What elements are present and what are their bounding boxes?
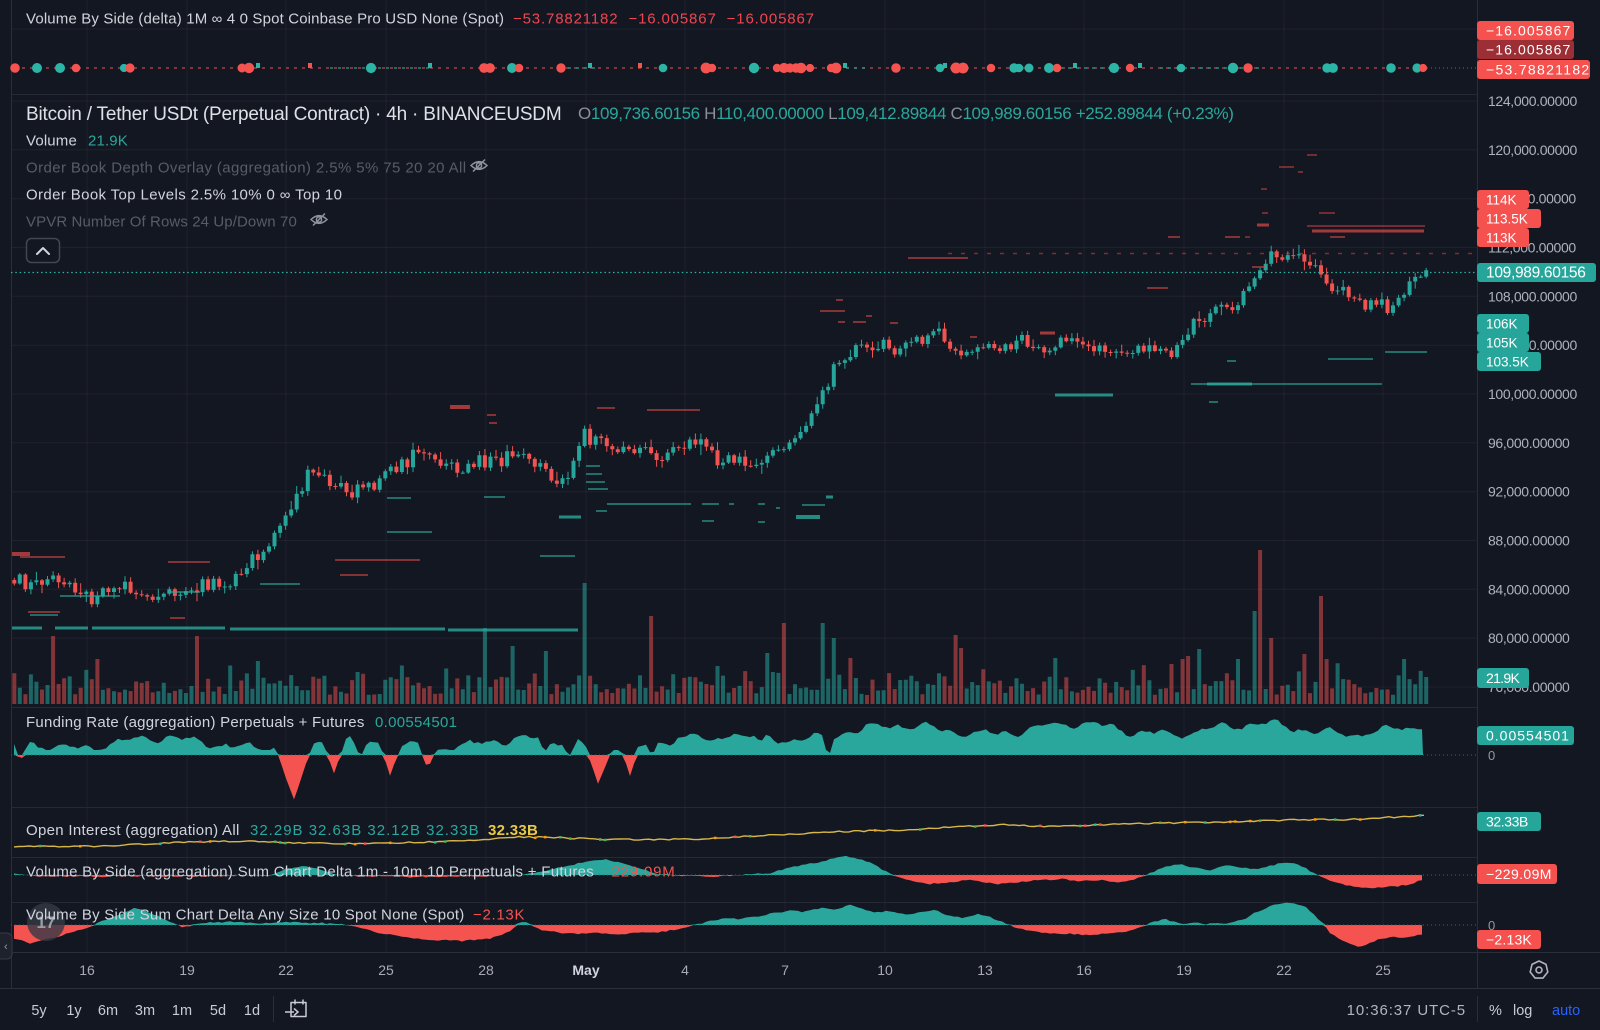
svg-text:106K: 106K — [1486, 317, 1518, 332]
svg-text:84,000.00000: 84,000.00000 — [1488, 581, 1570, 597]
svg-text:1y: 1y — [66, 1003, 82, 1019]
svg-text:Volume By Side Sum Chart Delta: Volume By Side Sum Chart Delta Any Size … — [26, 907, 465, 924]
svg-text:28: 28 — [478, 962, 494, 978]
svg-text:O109,736.60156 H110,400.00000: O109,736.60156 H110,400.00000 L109,412.8… — [578, 104, 1234, 123]
svg-text:−53.78821182: −53.78821182 — [1486, 62, 1591, 78]
svg-text:32.29B 32.63B 32.12B 32.33B: 32.29B 32.63B 32.12B 32.33B — [250, 822, 480, 839]
svg-text:25: 25 — [1375, 962, 1391, 978]
svg-text:5d: 5d — [210, 1003, 226, 1019]
svg-text:113.5K: 113.5K — [1486, 212, 1528, 227]
svg-text:−2.13K: −2.13K — [1486, 932, 1532, 948]
svg-text:3m: 3m — [135, 1003, 155, 1019]
svg-text:−229.09M: −229.09M — [1486, 866, 1552, 882]
svg-text:80,000.00000: 80,000.00000 — [1488, 630, 1570, 646]
svg-text:0: 0 — [1488, 918, 1495, 933]
svg-text:10:36:37 UTC-5: 10:36:37 UTC-5 — [1347, 1002, 1466, 1019]
svg-text:113K: 113K — [1486, 231, 1517, 246]
svg-text:1d: 1d — [244, 1003, 260, 1019]
svg-text:105K: 105K — [1486, 336, 1518, 351]
svg-text:6m: 6m — [98, 1003, 118, 1019]
svg-text:32.33B: 32.33B — [488, 822, 538, 839]
svg-text:log: log — [1513, 1003, 1532, 1019]
svg-text:19: 19 — [179, 962, 195, 978]
svg-text:Bitcoin / Tether USDt (Perpetu: Bitcoin / Tether USDt (Perpetual Contrac… — [26, 104, 561, 125]
svg-text:Order Book Top Levels 2.5% 10%: Order Book Top Levels 2.5% 10% 0 ∞ Top 1… — [26, 187, 342, 204]
svg-text:Order Book Depth Overlay (aggr: Order Book Depth Overlay (aggregation) 2… — [26, 160, 467, 177]
svg-text:88,000.00000: 88,000.00000 — [1488, 533, 1570, 549]
svg-text:0.00554501: 0.00554501 — [375, 714, 457, 731]
svg-text:16: 16 — [1076, 962, 1092, 978]
svg-text:−229.09M: −229.09M — [602, 864, 676, 881]
svg-text:17: 17 — [37, 913, 56, 932]
svg-text:Volume By Side (delta) 1M ∞ 4: Volume By Side (delta) 1M ∞ 4 0 Spot Coi… — [26, 11, 504, 28]
svg-text:103.5K: 103.5K — [1486, 355, 1529, 370]
svg-text:10: 10 — [877, 962, 893, 978]
svg-text:100,000.00000: 100,000.00000 — [1488, 386, 1577, 402]
svg-text:22: 22 — [278, 962, 294, 978]
svg-text:7: 7 — [781, 962, 789, 978]
svg-text:124,000.00000: 124,000.00000 — [1488, 93, 1577, 109]
svg-text:120,000.00000: 120,000.00000 — [1488, 142, 1577, 158]
svg-text:−16.005867: −16.005867 — [1486, 42, 1571, 58]
svg-text:−2.13K: −2.13K — [473, 907, 525, 924]
svg-text:5y: 5y — [31, 1003, 47, 1019]
svg-text:0.00554501: 0.00554501 — [1486, 728, 1570, 744]
svg-text:109,989.60156: 109,989.60156 — [1486, 265, 1586, 282]
svg-text:108,000.00000: 108,000.00000 — [1488, 288, 1577, 304]
svg-text:Open Interest (aggregation) Al: Open Interest (aggregation) All — [26, 822, 240, 839]
svg-text:VPVR Number Of Rows 24 Up/Down: VPVR Number Of Rows 24 Up/Down 70 — [26, 214, 297, 231]
svg-text:−16.005867: −16.005867 — [1486, 23, 1571, 39]
svg-text:96,000.00000: 96,000.00000 — [1488, 435, 1570, 451]
svg-text:4: 4 — [681, 962, 689, 978]
svg-text:Volume: Volume — [26, 133, 77, 150]
svg-text:−53.78821182 −16.005867 −16.: −53.78821182 −16.005867 −16.005867 — [513, 11, 815, 28]
svg-text:0: 0 — [1488, 748, 1495, 763]
svg-text:92,000.00000: 92,000.00000 — [1488, 484, 1570, 500]
svg-text:May: May — [572, 962, 599, 978]
svg-text:1m: 1m — [172, 1003, 192, 1019]
svg-text:21.9K: 21.9K — [88, 133, 128, 150]
svg-text:‹: ‹ — [4, 941, 8, 953]
svg-text:auto: auto — [1552, 1003, 1580, 1019]
svg-text:32.33B: 32.33B — [1486, 814, 1528, 830]
svg-text:16: 16 — [79, 962, 95, 978]
svg-text:13: 13 — [977, 962, 993, 978]
svg-text:%: % — [1489, 1003, 1502, 1019]
svg-text:19: 19 — [1176, 962, 1192, 978]
svg-text:Funding Rate (aggregation) Per: Funding Rate (aggregation) Perpetuals + … — [26, 714, 365, 731]
svg-text:21.9K: 21.9K — [1486, 670, 1520, 686]
svg-text:Volume By Side (aggregation) S: Volume By Side (aggregation) Sum Chart D… — [26, 864, 594, 881]
svg-text:25: 25 — [378, 962, 394, 978]
svg-text:114K: 114K — [1486, 193, 1517, 208]
svg-text:22: 22 — [1276, 962, 1292, 978]
